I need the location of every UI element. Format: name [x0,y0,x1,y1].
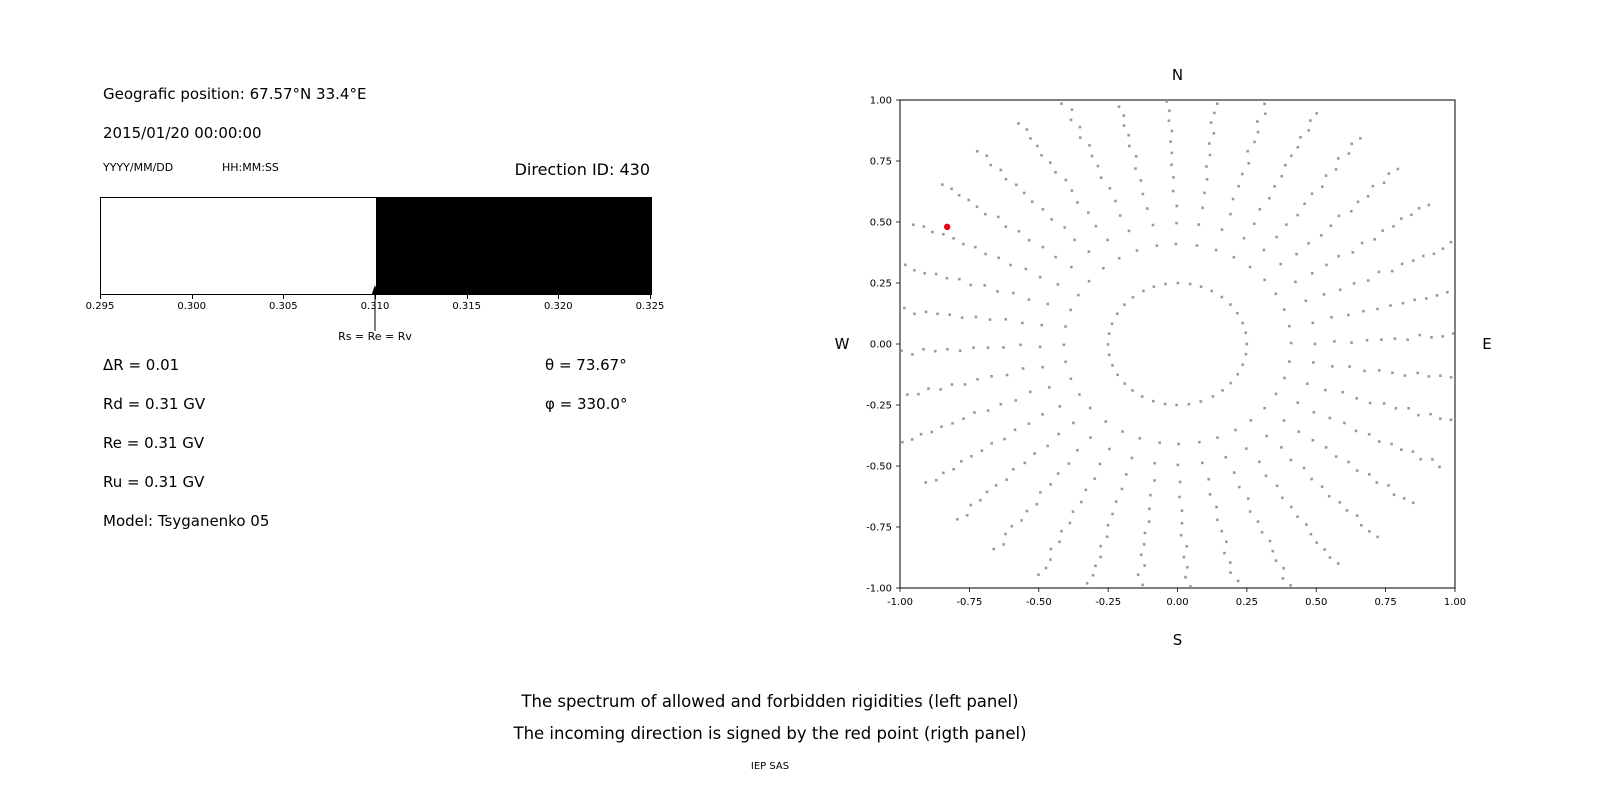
y-tick-label: -0.50 [866,462,892,473]
param-theta: θ = 73.67° [545,356,627,374]
x-tick-label: 0.315 [452,301,481,312]
x-tick-label: 0.00 [1166,597,1188,608]
date-format-label: YYYY/MM/DD [103,161,174,174]
x-tick-mark [466,295,468,299]
x-tick-label: -0.50 [1026,597,1052,608]
y-tick-label: 0.25 [870,279,892,290]
compass-left-label: W [835,335,850,353]
geo-position-text: Geografic position: 67.57°N 33.4°E [103,85,367,103]
y-tick-label: 0.75 [870,157,892,168]
rs-annotation-label: Rs = Re = Rv [338,330,412,343]
region-allowed [101,198,376,294]
x-tick-label: 0.25 [1236,597,1258,608]
x-tick-label: 0.300 [177,301,206,312]
x-tick-label: 0.320 [544,301,573,312]
x-tick-label: 0.325 [635,301,665,312]
x-tick-mark [100,295,101,299]
datetime-text: 2015/01/20 00:00:00 [103,124,262,142]
x-tick-label: -1.00 [887,597,913,608]
plot-frame [899,99,1456,589]
param-re: Re = 0.31 GV [103,434,205,452]
direction-dots [900,100,1455,588]
x-tick-label: -0.25 [1095,597,1121,608]
x-tick-label: 0.75 [1374,597,1396,608]
caption-line2: The incoming direction is signed by the … [513,724,1027,743]
y-tick-label: -1.00 [866,584,892,595]
param-model: Model: Tsyganenko 05 [103,512,270,530]
y-tick-label: 0.50 [870,218,892,229]
red-point-incoming-direction [943,223,951,231]
x-tick-mark [375,295,376,299]
x-tick-label: 1.00 [1444,597,1466,608]
compass-bottom-label: S [1173,631,1183,649]
x-tick-mark [558,295,560,299]
y-tick-label: 1.00 [870,96,892,107]
x-tick-label: 0.310 [360,301,390,312]
direction-id-title: Direction ID: 430 [514,160,650,179]
region-forbidden [376,198,651,294]
x-tick-label: 0.295 [85,301,115,312]
param-phi: φ = 330.0° [545,395,628,413]
x-tick-mark [283,295,285,299]
param-rd: Rd = 0.31 GV [103,395,206,413]
caption-line1: The spectrum of allowed and forbidden ri… [521,692,1019,711]
rigidity-spectrum-chart: Rs = Re = Rv 0.295 0.300 0.305 0.310 0.315 0.… [86,197,664,357]
figure-caption: The spectrum of allowed and forbidden ri… [0,686,1540,772]
y-tick-label: -0.25 [866,401,892,412]
compass-top-label: N [1172,66,1183,84]
axis-ticks: -1.00 -0.75 -0.50 -0.25 0.00 0.25 0.50 0.75 1.00… [866,96,1466,609]
x-tick-mark [191,295,193,299]
time-format-label: HH:MM:SS [222,161,279,174]
x-tick-mark [650,295,651,299]
rigidity-bar-box [100,197,652,295]
caption-credit: IEP SAS [750,761,790,772]
param-delta-r: ΔR = 0.01 [103,356,180,374]
compass-right-label: E [1482,335,1491,353]
rs-annotation-arrow [371,285,379,331]
y-tick-label: 0.00 [870,340,892,351]
x-tick-label: 0.305 [269,301,298,312]
y-tick-label: -0.75 [866,523,892,534]
x-tick-label: 0.50 [1305,597,1327,608]
param-ru: Ru = 0.31 GV [103,473,205,491]
direction-scatter-chart: -1.00 -0.75 -0.50 -0.25 0.00 0.25 0.50 0.75 1.00… [835,66,1492,649]
x-tick-label: -0.75 [956,597,982,608]
